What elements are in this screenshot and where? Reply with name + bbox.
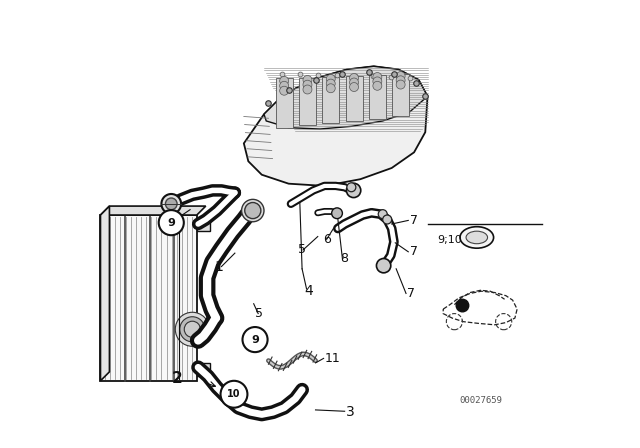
Polygon shape xyxy=(244,66,428,186)
Circle shape xyxy=(242,199,264,222)
Text: 11: 11 xyxy=(324,352,340,365)
Text: 7: 7 xyxy=(410,214,417,227)
Text: 5: 5 xyxy=(298,243,306,257)
Circle shape xyxy=(221,381,248,408)
Text: 6: 6 xyxy=(324,233,332,246)
Circle shape xyxy=(161,194,181,214)
Text: 9: 9 xyxy=(251,335,259,345)
Polygon shape xyxy=(299,78,316,125)
Circle shape xyxy=(396,80,405,89)
Polygon shape xyxy=(276,78,292,128)
Circle shape xyxy=(184,321,200,337)
Circle shape xyxy=(303,75,312,84)
Circle shape xyxy=(373,82,382,90)
Circle shape xyxy=(346,183,361,198)
Circle shape xyxy=(326,74,335,83)
Text: 3: 3 xyxy=(346,405,355,419)
Circle shape xyxy=(349,73,358,82)
Circle shape xyxy=(303,85,312,94)
Ellipse shape xyxy=(460,227,493,248)
Polygon shape xyxy=(197,219,210,231)
Text: 10: 10 xyxy=(227,389,241,399)
Circle shape xyxy=(456,299,468,312)
Circle shape xyxy=(396,72,405,81)
Circle shape xyxy=(396,76,405,85)
Text: 9: 9 xyxy=(167,218,175,228)
Text: 9;10: 9;10 xyxy=(438,235,462,245)
Polygon shape xyxy=(369,75,386,119)
Circle shape xyxy=(159,210,184,235)
Text: 4: 4 xyxy=(305,284,313,298)
Polygon shape xyxy=(323,77,339,123)
Circle shape xyxy=(332,208,342,219)
Text: 7: 7 xyxy=(410,245,417,258)
Circle shape xyxy=(347,183,356,192)
Polygon shape xyxy=(100,215,197,381)
Polygon shape xyxy=(197,363,210,376)
Circle shape xyxy=(243,327,268,352)
Text: 1: 1 xyxy=(215,259,223,274)
Circle shape xyxy=(326,79,335,88)
Circle shape xyxy=(180,317,205,342)
Circle shape xyxy=(280,86,289,95)
Polygon shape xyxy=(346,76,362,121)
Polygon shape xyxy=(392,74,409,116)
Text: 8: 8 xyxy=(340,252,348,266)
Circle shape xyxy=(383,215,392,224)
Polygon shape xyxy=(264,66,428,129)
Text: 7: 7 xyxy=(407,287,415,300)
Text: 5: 5 xyxy=(255,307,263,320)
Circle shape xyxy=(349,78,358,87)
Circle shape xyxy=(378,210,387,219)
Text: 00027659: 00027659 xyxy=(460,396,503,405)
Text: 2: 2 xyxy=(172,371,183,386)
Circle shape xyxy=(280,82,289,90)
Polygon shape xyxy=(100,206,206,215)
Circle shape xyxy=(326,84,335,93)
Circle shape xyxy=(244,202,261,219)
Circle shape xyxy=(349,82,358,91)
Circle shape xyxy=(280,76,289,86)
Circle shape xyxy=(376,258,391,273)
Circle shape xyxy=(303,80,312,89)
Circle shape xyxy=(165,198,177,210)
Circle shape xyxy=(373,77,382,86)
Circle shape xyxy=(373,73,382,82)
Polygon shape xyxy=(100,206,109,381)
Ellipse shape xyxy=(466,231,488,244)
Circle shape xyxy=(175,312,209,346)
